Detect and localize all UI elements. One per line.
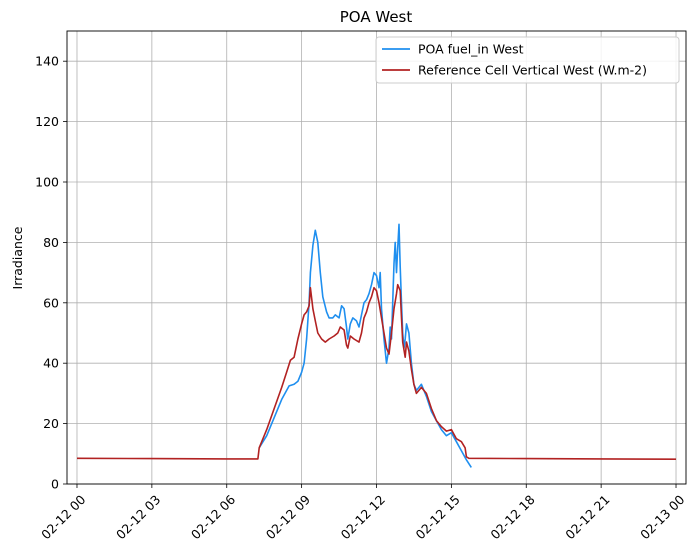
y-tick-label: 120 <box>35 114 59 129</box>
y-axis: 0 20 40 60 80 100 120 140 <box>35 54 67 492</box>
y-tick-label: 40 <box>43 356 59 371</box>
series-line-1 <box>76 283 677 460</box>
legend: POA fuel_in West Reference Cell Vertical … <box>375 36 680 84</box>
grid-lines <box>67 31 686 485</box>
y-tick-label: 140 <box>35 54 59 69</box>
legend-label-0: POA fuel_in West <box>418 42 524 57</box>
y-tick-label: 0 <box>51 477 59 492</box>
legend-box <box>375 36 680 84</box>
y-tick-label: 80 <box>43 235 59 250</box>
y-tick-label: 100 <box>35 175 59 190</box>
legend-label-1: Reference Cell Vertical West (W.m-2) <box>418 63 647 78</box>
y-tick-label: 20 <box>43 416 59 431</box>
series-lines <box>76 223 677 468</box>
chart-title: POA West <box>340 8 413 26</box>
y-axis-label: Irradiance <box>10 226 25 289</box>
y-tick-label: 60 <box>43 295 59 310</box>
